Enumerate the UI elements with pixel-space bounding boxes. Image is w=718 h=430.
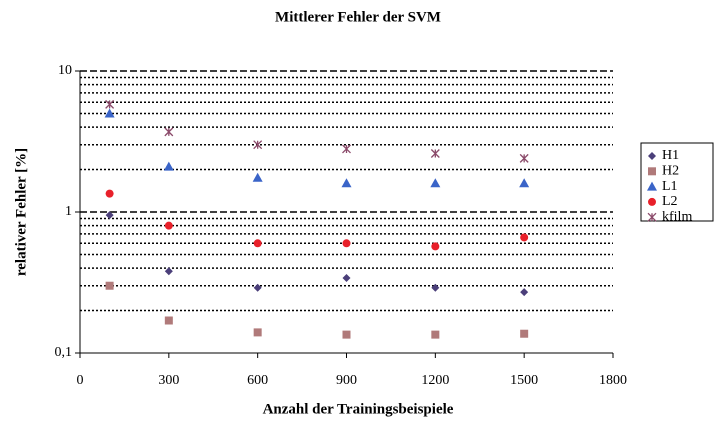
legend-label: L1 [662, 179, 678, 194]
marker [519, 178, 530, 188]
y-axis-label: relativer Fehler [%] [13, 148, 29, 276]
y-tick-label: 1 [65, 204, 72, 219]
x-tick-label: 1800 [599, 373, 627, 388]
x-tick-label: 900 [336, 373, 357, 388]
marker [105, 281, 114, 290]
legend-label: kfilm [662, 209, 692, 224]
marker [341, 178, 352, 188]
marker [252, 172, 263, 182]
y-tick-label: 10 [58, 63, 72, 78]
marker [164, 267, 173, 276]
marker [431, 283, 440, 292]
marker [164, 221, 173, 230]
marker [164, 316, 173, 325]
marker [104, 108, 115, 118]
marker [105, 99, 115, 109]
legend-label: L2 [662, 194, 678, 209]
marker [647, 181, 657, 191]
marker [253, 283, 262, 292]
marker [342, 144, 351, 154]
marker [253, 239, 262, 248]
x-tick-label: 300 [158, 373, 179, 388]
x-tick-label: 1500 [510, 373, 538, 388]
marker [253, 328, 262, 337]
marker [430, 149, 440, 158]
x-axis-label: Anzahl der Trainingsbeispiele [263, 401, 454, 417]
marker [430, 178, 441, 188]
marker [342, 330, 351, 339]
marker [431, 242, 440, 251]
x-tick-label: 0 [77, 373, 84, 388]
marker [105, 211, 114, 220]
y-tick-label: 0,1 [55, 345, 73, 360]
legend-label: H1 [662, 148, 679, 163]
marker [163, 161, 174, 171]
marker [520, 329, 529, 338]
marker [520, 288, 529, 297]
chart-title: Mittlerer Fehler der SVM [275, 9, 441, 25]
marker [342, 274, 351, 283]
marker [253, 140, 263, 150]
marker [648, 152, 656, 160]
marker [648, 197, 656, 206]
marker [648, 167, 656, 176]
marker [647, 212, 657, 222]
marker [520, 233, 529, 242]
x-tick-label: 1200 [421, 373, 449, 388]
marker [519, 153, 529, 163]
marker [342, 239, 351, 248]
legend-label: H2 [662, 164, 679, 179]
marker [431, 330, 440, 339]
x-tick-label: 600 [247, 373, 268, 388]
marker [164, 127, 174, 137]
marker [105, 189, 114, 198]
